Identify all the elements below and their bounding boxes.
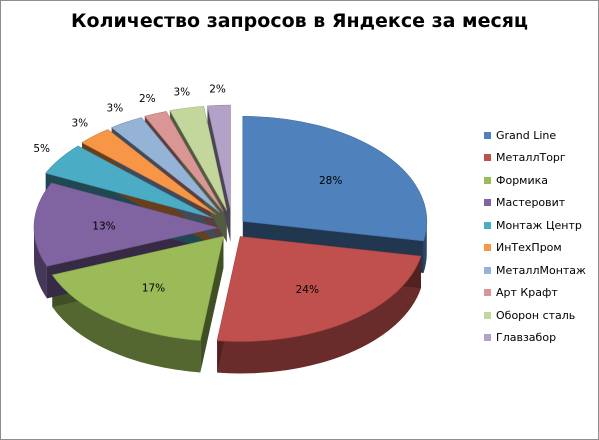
pie-slice-8	[144, 111, 224, 212]
legend-item: МеталлТорг	[484, 147, 596, 170]
pie-rim-slice-2	[217, 256, 421, 374]
data-label-slice-7: 3%	[107, 102, 124, 114]
pie-slice-10	[207, 104, 231, 211]
legend-label: Формика	[496, 173, 549, 187]
pie-rim-slice-3	[52, 274, 201, 373]
pie-slice-5	[45, 145, 213, 219]
legend-item: Формика	[484, 169, 596, 192]
legend-item: Монтаж Центр	[484, 214, 596, 237]
legend-label: Арт Крафт	[496, 286, 558, 300]
pie-slice-2	[216, 236, 422, 342]
pie-slice-6	[81, 129, 217, 215]
data-label-slice-8: 2%	[139, 93, 156, 105]
legend-label: ИнТехПром	[496, 241, 562, 255]
legend-item: МеталлМонтаж	[484, 259, 596, 282]
data-label-slice-2: 24%	[296, 284, 319, 296]
pie-slice-1	[242, 116, 428, 242]
pie-rim-slice-4	[34, 227, 47, 299]
legend-swatch	[484, 244, 491, 252]
legend-item: Мастеровит	[484, 192, 596, 215]
legend-item: ИнТехПром	[484, 237, 596, 260]
pie-slice-7	[111, 117, 221, 213]
chart-title: Количество запросов в Яндексе за месяц	[70, 10, 529, 32]
legend-item: Главзабор	[484, 327, 596, 350]
legend-label: Монтаж Центр	[496, 218, 582, 232]
legend-label: МеталлМонтаж	[496, 263, 586, 277]
legend-swatch	[484, 334, 491, 342]
legend-swatch	[484, 199, 491, 207]
legend-label: Главзабор	[496, 331, 557, 345]
data-label-slice-4: 13%	[92, 221, 115, 233]
data-label-slice-9: 3%	[173, 87, 190, 99]
legend-swatch	[484, 176, 491, 184]
legend-swatch	[484, 311, 491, 319]
legend: Grand Line МеталлТорг Формика Мастеровит Мон…	[484, 124, 596, 349]
data-label-slice-1: 28%	[319, 175, 342, 187]
legend-swatch	[484, 266, 491, 274]
pie-rim-slice-1	[423, 221, 427, 273]
pie-slice-3	[51, 235, 224, 341]
legend-item: Арт Крафт	[484, 282, 596, 305]
data-label-slice-3: 17%	[142, 283, 165, 295]
legend-swatch	[484, 289, 491, 297]
pie-slices	[33, 104, 428, 342]
legend-label: Мастеровит	[496, 196, 566, 210]
data-labels: 28% 24% 17% 13% 5% 3% 3% 2% 3% 2%	[33, 84, 342, 296]
legend-label: МеталлТорг	[496, 151, 566, 165]
data-label-slice-10: 2%	[209, 84, 226, 96]
legend-swatch	[484, 221, 491, 229]
pie-slice-9	[169, 105, 228, 211]
pie-cut-slice-3-0	[200, 236, 224, 373]
legend-item: Оборон сталь	[484, 304, 596, 327]
data-label-slice-5: 5%	[33, 143, 50, 155]
legend-label: Оборон сталь	[496, 308, 576, 322]
legend-swatch	[484, 154, 491, 162]
data-label-slice-6: 3%	[72, 117, 89, 129]
pie-slice-4	[33, 182, 219, 267]
legend-swatch	[484, 131, 491, 139]
legend-label: Grand Line	[496, 128, 557, 142]
legend-item: Grand Line	[484, 124, 596, 147]
